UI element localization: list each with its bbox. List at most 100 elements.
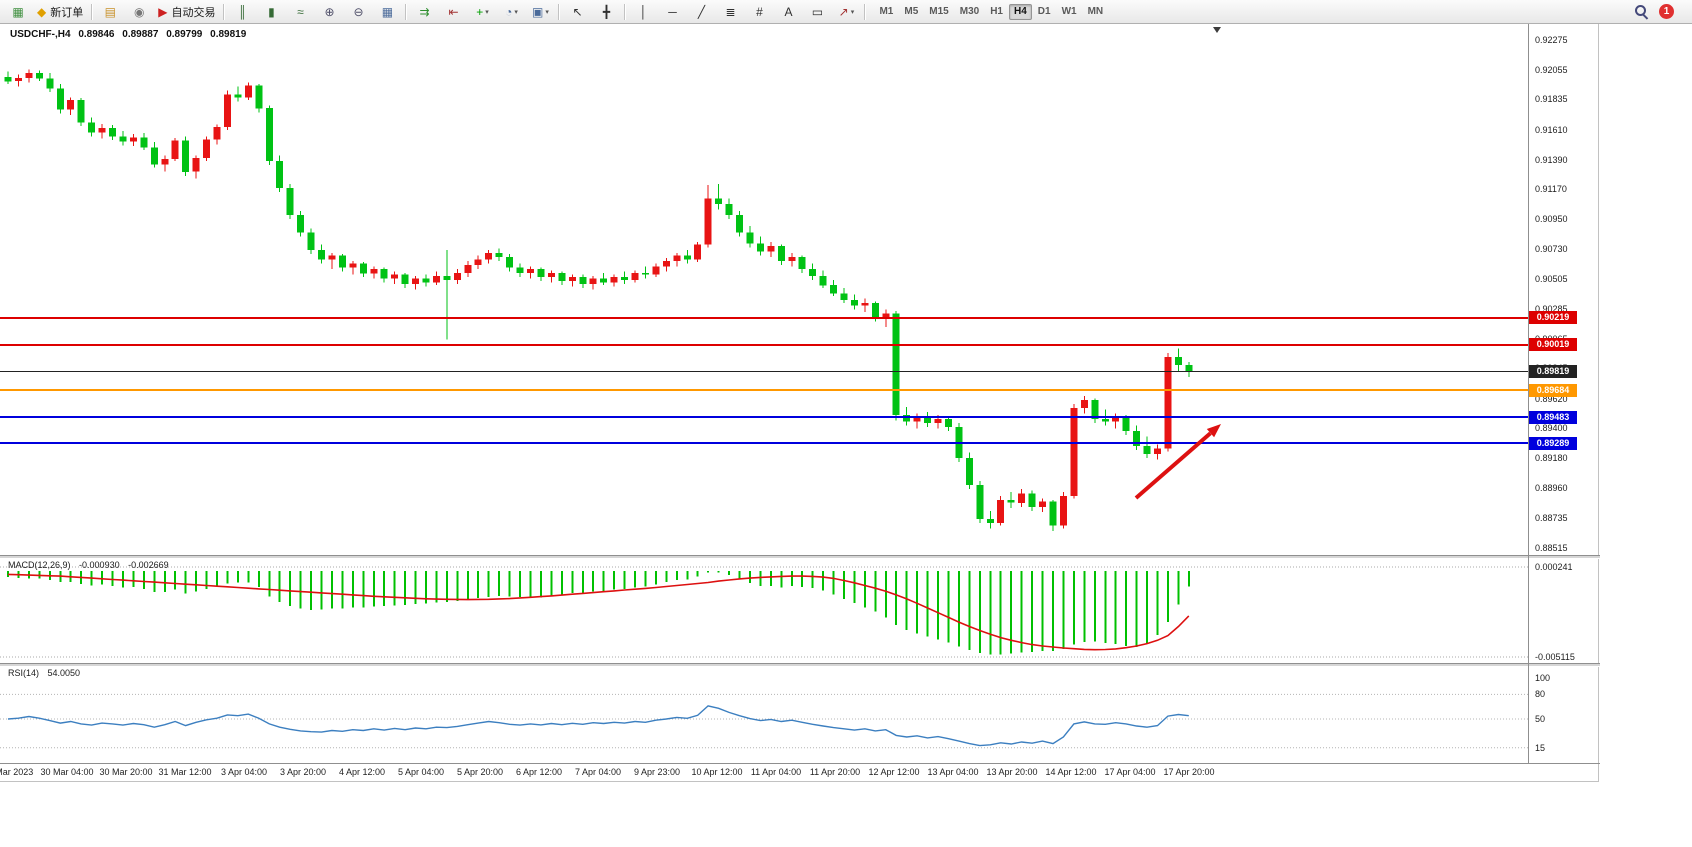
timeframe-mn-button[interactable]: MN [1087,5,1104,17]
auto-trading-button[interactable]: ▶ 自动交易 [154,1,219,23]
timeframe-w1-button[interactable]: W1 [1061,5,1077,17]
line-chart-icon: ≈ [297,4,304,19]
annotation-layer [1134,424,1221,500]
data-window-button[interactable]: ◉ [125,1,153,23]
timeframe-h1-button[interactable]: H1 [990,5,1003,17]
timeframe-d1-button[interactable]: D1 [1037,5,1051,17]
arrows-button[interactable]: ↗ ▾ [832,1,860,23]
zoom-out-button[interactable]: ⊖ [344,1,372,23]
time-axis-label: 9 Apr 23:00 [633,767,681,777]
price-axis-label: 0.89620 [1535,394,1568,404]
search-icon[interactable] [1634,4,1649,19]
fibonacci-button[interactable]: ≣ [716,1,744,23]
time-axis-label: 3 Apr 20:00 [279,767,327,777]
text-label-button[interactable]: ▭ [803,1,831,23]
trend-arrow-annotation[interactable] [1134,424,1221,500]
timeframe-m30-button[interactable]: M30 [959,5,980,17]
chart-shift-button[interactable]: ⇤ [439,1,467,23]
new-order-button[interactable]: ◆ 新订单 [33,1,87,23]
vertical-line-icon: │ [639,4,648,19]
new-chart-icon: ▦ [12,4,24,19]
macd-pane-separator[interactable] [0,555,1600,559]
horizontal-line-button[interactable]: ─ [658,1,686,23]
time-axis-label: 13 Apr 04:00 [927,767,979,777]
cursor-button[interactable]: ↖ [563,1,591,23]
shapes-grid-button[interactable]: # [745,1,773,23]
periods-button[interactable]: ◔ ▾ [497,1,525,23]
macd-pane-canvas[interactable] [0,559,1528,663]
timeframe-group: M1 M5 M15 M30 H1 H4 D1 W1 MN [874,3,1108,20]
toolbar-right: 1 [1634,4,1688,19]
time-axis-label: 30 Mar 04:00 [40,767,94,777]
price-axis-label: 0.90285 [1535,304,1568,314]
line-chart-button[interactable]: ≈ [286,1,314,23]
window-right-border [1598,24,1599,781]
market-watch-button[interactable]: ▤ [96,1,124,23]
price-axis-label: 0.90950 [1535,214,1568,224]
price-tag: 0.89289 [1529,437,1577,450]
auto-trading-button-label: 自动交易 [171,6,216,19]
text-button[interactable]: A [774,1,802,23]
time-axis-border [0,763,1600,764]
time-axis-label: 12 Apr 12:00 [868,767,920,777]
window-bottom-border [0,781,1599,782]
market-watch-icon: ▤ [104,4,116,19]
timeframe-m15-button[interactable]: M15 [929,5,949,17]
toolbar-separator [91,3,93,20]
price-axis-label: 0.88960 [1535,483,1568,493]
indicators-icon: + [476,4,484,19]
crosshair-button[interactable]: ╋ [592,1,620,23]
timeframe-m1-button[interactable]: M1 [879,5,894,17]
horizontal-line[interactable] [0,371,1528,373]
rsi-pane-canvas[interactable] [0,667,1528,762]
auto-scroll-icon: ⇉ [419,4,430,19]
horizontal-line[interactable] [0,442,1528,445]
time-axis-label: 31 Mar 12:00 [158,767,212,777]
toolbar-separator [624,3,626,20]
time-axis-label: 11 Apr 04:00 [750,767,802,777]
time-axis-label: 17 Apr 04:00 [1104,767,1156,777]
vertical-line-button[interactable]: │ [629,1,657,23]
ohlc-bars-button[interactable]: ║ [228,1,256,23]
horizontal-line[interactable] [0,316,1528,319]
cursor-arrow-icon: ↖ [572,4,583,19]
candlestick-button[interactable]: ▮ [257,1,285,23]
time-axis-label: 29 Mar 2023 [0,767,34,777]
fibonacci-icon: ≣ [725,4,736,19]
indicators-button[interactable]: + ▾ [468,1,496,23]
timeframe-h4-button[interactable]: H4 [1008,3,1032,20]
chart-shift-marker[interactable] [1213,27,1221,33]
rsi-pane-separator[interactable] [0,663,1600,667]
tile-windows-icon: ▦ [381,4,394,19]
templates-button[interactable]: ▣ ▾ [526,1,554,23]
price-tag: 0.89684 [1529,384,1577,397]
zoom-in-button[interactable]: ⊕ [315,1,343,23]
rsi-axis-label: 15 [1535,743,1546,753]
macd-axis-label: -0.005115 [1535,652,1575,662]
price-axis-label: 0.91170 [1535,184,1567,194]
price-axis-label: 0.90505 [1535,274,1568,284]
price-axis-label: 0.90730 [1535,244,1568,254]
new-chart-button[interactable]: ▦ [4,1,32,23]
ohlc-open: 0.89846 [78,29,115,40]
trendline-icon: ╱ [697,4,706,19]
notification-badge[interactable]: 1 [1659,4,1674,19]
crosshair-icon: ╋ [602,4,611,19]
toolbar-separator [864,3,866,20]
rsi-line [7,705,1189,747]
time-axis-label: 3 Apr 04:00 [220,767,268,777]
horizontal-line[interactable] [0,416,1528,419]
horizontal-line[interactable] [0,389,1528,392]
price-axis-label: 0.89400 [1535,423,1568,433]
tile-windows-button[interactable]: ▦ [373,1,401,23]
time-axis-label: 10 Apr 12:00 [691,767,743,777]
trendline-button[interactable]: ╱ [687,1,715,23]
candlestick-icon: ▮ [268,4,275,19]
rsi-axis-label: 50 [1535,714,1546,724]
price-tag: 0.89819 [1529,365,1577,378]
horizontal-line[interactable] [0,343,1528,346]
auto-scroll-button[interactable]: ⇉ [410,1,438,23]
price-axis[interactable]: 0.92275 0.92055 0.91835 0.91610 0.91390 0.911… [1528,0,1628,781]
timeframe-m5-button[interactable]: M5 [904,5,919,17]
